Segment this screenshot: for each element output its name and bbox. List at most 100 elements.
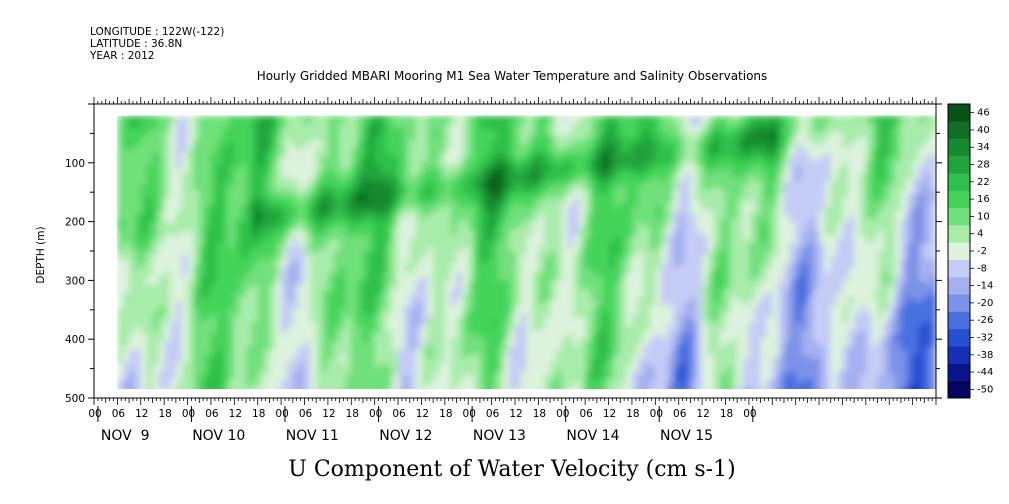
heatmap-cell <box>129 115 136 121</box>
heatmap-cell <box>438 346 446 351</box>
heatmap-cell <box>216 354 224 360</box>
heatmap-cell <box>520 317 528 323</box>
heatmap-cell <box>497 375 504 380</box>
heatmap-cell <box>462 338 469 343</box>
heatmap-cell <box>392 119 399 125</box>
heatmap-cell <box>427 185 434 191</box>
heatmap-cell <box>175 313 183 319</box>
heatmap-cell <box>304 296 311 302</box>
heatmap-cell <box>117 226 124 232</box>
heatmap-cell <box>129 119 136 125</box>
heatmap-cell <box>193 305 200 310</box>
heatmap-cell <box>292 329 300 335</box>
heatmap-cell <box>450 152 458 158</box>
heatmap-cell <box>398 193 405 199</box>
heatmap-cell <box>485 375 493 380</box>
heatmap-cell <box>292 123 300 129</box>
heatmap-cell <box>421 239 428 244</box>
heatmap-cell <box>199 239 206 244</box>
heatmap-cell <box>292 210 300 216</box>
heatmap-cell <box>263 115 271 121</box>
heatmap-cell <box>298 276 306 281</box>
heatmap-cell <box>450 296 458 302</box>
heatmap-cell <box>462 350 469 356</box>
heatmap-cell <box>210 165 218 170</box>
heatmap-cell <box>421 193 428 199</box>
heatmap-cell <box>146 140 154 146</box>
heatmap-cell <box>520 123 528 129</box>
heatmap-cell <box>362 202 370 207</box>
heatmap-cell <box>509 305 516 310</box>
heatmap-cell <box>374 292 382 298</box>
heatmap-cell <box>468 251 475 257</box>
heatmap-cell <box>456 325 463 331</box>
heatmap-cell <box>269 358 276 364</box>
heatmap-cell <box>357 165 364 170</box>
heatmap-cell <box>123 152 130 158</box>
heatmap-cell <box>362 309 370 314</box>
heatmap-cell <box>316 375 323 380</box>
heatmap-cell <box>246 288 253 294</box>
heatmap-cell <box>333 119 341 125</box>
heatmap-cell <box>310 152 317 158</box>
heatmap-cell <box>333 247 341 253</box>
heatmap-cell <box>339 342 347 347</box>
heatmap-cell <box>181 300 189 306</box>
heatmap-cell <box>357 243 364 249</box>
heatmap-cell <box>515 375 522 380</box>
heatmap-cell <box>380 136 387 142</box>
heatmap-cell <box>286 144 294 150</box>
heatmap-cell <box>210 375 218 380</box>
heatmap-cell <box>450 292 458 298</box>
heatmap-cell <box>403 346 411 351</box>
heatmap-cell <box>129 123 136 129</box>
heatmap-cell <box>368 243 376 249</box>
heatmap-cell <box>228 305 235 310</box>
heatmap-cell <box>234 226 241 232</box>
heatmap-cell <box>409 136 417 142</box>
heatmap-cell <box>210 132 218 137</box>
heatmap-cell <box>421 284 428 290</box>
heatmap-cell <box>398 300 405 306</box>
heatmap-cell <box>246 210 253 216</box>
heatmap-cell <box>193 115 200 121</box>
heatmap-cell <box>170 366 177 372</box>
heatmap-cell <box>170 119 177 125</box>
heatmap-cell <box>526 268 534 273</box>
heatmap-cell <box>362 156 370 162</box>
heatmap-cell <box>152 193 159 199</box>
heatmap-cell <box>152 263 159 269</box>
heatmap-cell <box>520 263 528 269</box>
heatmap-cell <box>362 379 370 384</box>
heatmap-cell <box>386 193 393 199</box>
heatmap-cell <box>415 119 423 125</box>
heatmap-cell <box>421 140 428 146</box>
heatmap-cell <box>246 259 253 265</box>
heatmap-cell <box>386 284 393 290</box>
heatmap-cell <box>491 280 499 286</box>
heatmap-cell <box>146 198 154 203</box>
heatmap-cell <box>351 259 358 265</box>
heatmap-cell <box>269 379 276 384</box>
heatmap-cell <box>438 268 446 273</box>
heatmap-cell <box>450 119 458 125</box>
heatmap-cell <box>292 243 300 249</box>
heatmap-cell <box>421 119 428 125</box>
heatmap-cell <box>538 181 545 187</box>
heatmap-cell <box>222 268 230 273</box>
heatmap-cell <box>181 202 189 207</box>
heatmap-cell <box>140 379 148 384</box>
heatmap-cell <box>333 325 341 331</box>
heatmap-cell <box>240 214 247 220</box>
heatmap-cell <box>199 243 206 249</box>
heatmap-cell <box>409 132 417 137</box>
heatmap-cell <box>532 292 539 298</box>
heatmap-cell <box>146 251 154 257</box>
heatmap-cell <box>351 128 358 133</box>
heatmap-cell <box>456 329 463 335</box>
heatmap-cell <box>491 202 499 207</box>
heatmap-cell <box>123 379 130 384</box>
heatmap-cell <box>275 338 282 343</box>
heatmap-cell <box>538 156 545 162</box>
heatmap-cell <box>386 198 393 203</box>
